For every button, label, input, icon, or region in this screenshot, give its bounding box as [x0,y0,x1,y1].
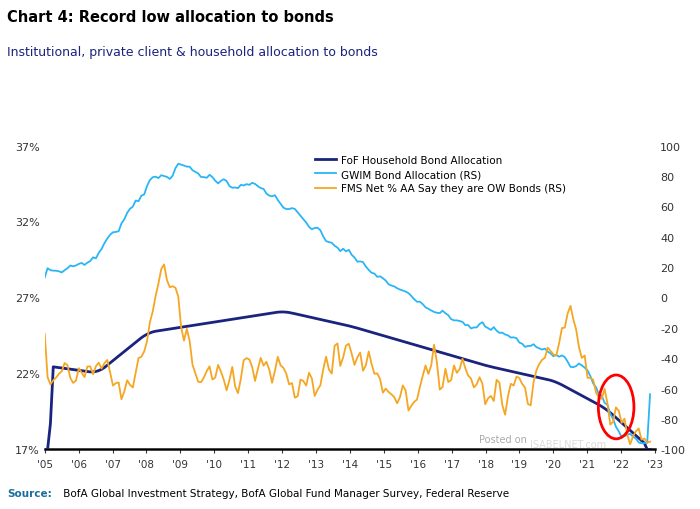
Text: BofA Global Investment Strategy, BofA Global Fund Manager Survey, Federal Reserv: BofA Global Investment Strategy, BofA Gl… [60,488,509,498]
Text: ISABELNET.com: ISABELNET.com [530,440,606,449]
Text: Posted on: Posted on [479,434,526,444]
Legend: FoF Household Bond Allocation, GWIM Bond Allocation (RS), FMS Net % AA Say they : FoF Household Bond Allocation, GWIM Bond… [312,151,570,198]
Text: Institutional, private client & household allocation to bonds: Institutional, private client & househol… [7,46,378,59]
Text: Chart 4: Record low allocation to bonds: Chart 4: Record low allocation to bonds [7,10,334,25]
Text: Source:: Source: [7,488,52,498]
